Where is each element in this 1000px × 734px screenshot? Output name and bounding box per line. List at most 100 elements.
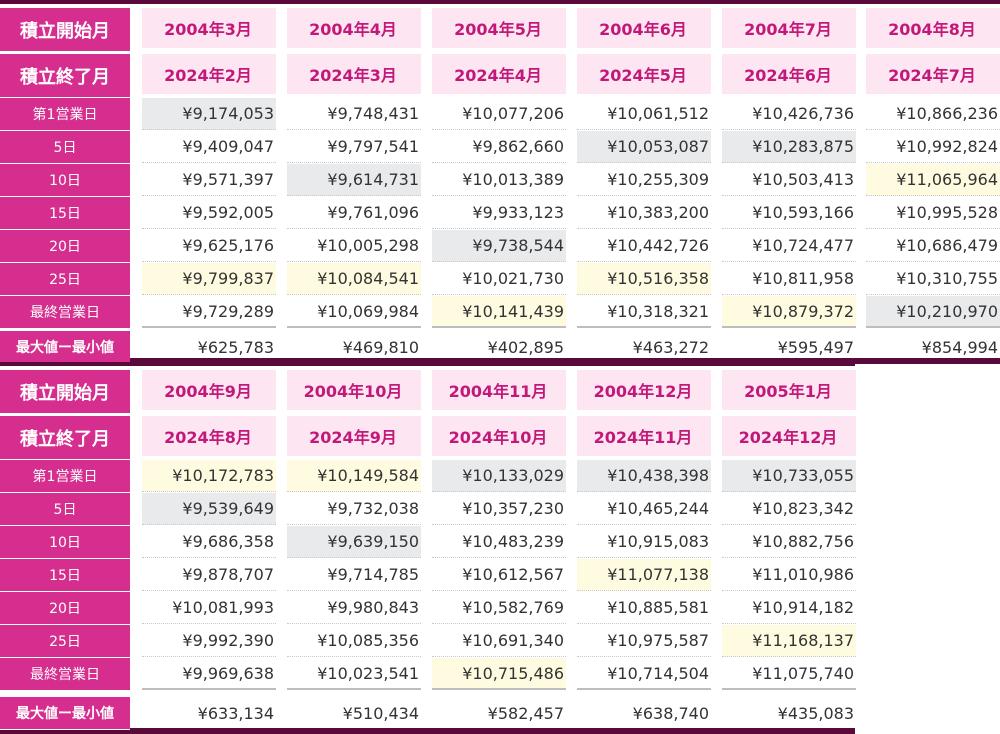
value-cell: ¥10,210,970: [866, 296, 1000, 328]
savings-table-2: 積立開始月 2004年9月 2004年10月 2004年11月 2004年12月 2005…: [0, 362, 856, 734]
value-cell: ¥10,172,783: [142, 460, 276, 492]
end-month-cell: 2024年3月: [287, 54, 421, 94]
value-cell: ¥10,283,875: [722, 131, 856, 163]
value-cell: ¥11,010,986: [722, 559, 856, 591]
start-month-cell: 2004年10月: [287, 370, 421, 410]
end-month-cell: 2024年9月: [287, 416, 421, 456]
value-cell: ¥10,013,389: [432, 164, 566, 196]
diff-cell: ¥463,272: [632, 337, 709, 357]
value-cell: ¥9,639,150: [287, 526, 421, 558]
start-month-header: 積立開始月: [0, 8, 130, 52]
day-label: 15日: [0, 559, 130, 592]
value-cell: ¥10,077,206: [432, 98, 566, 130]
end-month-cell: 2024年11月: [577, 416, 711, 456]
value-cell: ¥9,686,358: [142, 526, 276, 558]
diff-cell: ¥469,810: [342, 337, 419, 357]
day-label: 最終営業日: [0, 658, 130, 691]
value-cell: ¥10,582,769: [432, 592, 566, 624]
value-cell: ¥10,465,244: [577, 493, 711, 525]
day-label: 10日: [0, 526, 130, 559]
value-cell: ¥10,879,372: [722, 296, 856, 328]
end-month-cell: 2024年5月: [577, 54, 711, 94]
day-label: 5日: [0, 131, 130, 164]
end-month-cell: 2024年10月: [432, 416, 566, 456]
value-cell: ¥10,141,439: [432, 296, 566, 328]
start-month-cell: 2004年6月: [577, 8, 711, 48]
value-cell: ¥10,005,298: [287, 230, 421, 262]
value-cell: ¥10,885,581: [577, 592, 711, 624]
value-cell: ¥10,992,824: [866, 131, 1000, 163]
end-month-cell: 2024年2月: [142, 54, 276, 94]
value-cell: ¥9,969,638: [142, 658, 276, 690]
value-cell: ¥10,914,182: [722, 592, 856, 624]
diff-label: 最大値ー最小値: [0, 331, 130, 364]
day-label: 10日: [0, 164, 130, 197]
value-cell: ¥9,738,544: [432, 230, 566, 262]
value-cell: ¥10,882,756: [722, 526, 856, 558]
diff-cell: ¥625,783: [197, 337, 274, 357]
day-label: 20日: [0, 592, 130, 625]
value-cell: ¥10,686,479: [866, 230, 1000, 262]
value-cell: ¥9,761,096: [287, 197, 421, 229]
value-cell: ¥9,714,785: [287, 559, 421, 591]
start-month-cell: 2004年11月: [432, 370, 566, 410]
value-cell: ¥10,084,541: [287, 263, 421, 295]
value-cell: ¥10,357,230: [432, 493, 566, 525]
value-cell: ¥11,075,740: [722, 658, 856, 690]
value-cell: ¥10,714,504: [577, 658, 711, 690]
start-month-cell: 2004年12月: [577, 370, 711, 410]
end-month-header: 積立終了月: [0, 416, 130, 460]
value-cell: ¥10,053,087: [577, 131, 711, 163]
value-cell: ¥10,069,984: [287, 296, 421, 328]
value-cell: ¥9,729,289: [142, 296, 276, 328]
value-cell: ¥10,866,236: [866, 98, 1000, 130]
value-cell: ¥10,383,200: [577, 197, 711, 229]
value-cell: ¥9,571,397: [142, 164, 276, 196]
start-month-cell: 2004年7月: [722, 8, 856, 48]
value-cell: ¥9,748,431: [287, 98, 421, 130]
diff-cell: ¥854,994: [921, 337, 998, 357]
value-cell: ¥10,149,584: [287, 460, 421, 492]
value-cell: ¥10,612,567: [432, 559, 566, 591]
start-month-cell: 2004年4月: [287, 8, 421, 48]
value-cell: ¥10,715,486: [432, 658, 566, 690]
value-cell: ¥9,933,123: [432, 197, 566, 229]
value-cell: ¥10,255,309: [577, 164, 711, 196]
start-month-cell: 2004年5月: [432, 8, 566, 48]
day-label: 第1営業日: [0, 98, 130, 131]
value-cell: ¥10,023,541: [287, 658, 421, 690]
end-month-header: 積立終了月: [0, 54, 130, 98]
end-month-cell: 2024年7月: [866, 54, 1000, 94]
value-cell: ¥9,992,390: [142, 625, 276, 657]
value-cell: ¥10,811,958: [722, 263, 856, 295]
day-label: 最終営業日: [0, 296, 130, 329]
diff-cell: ¥435,083: [777, 703, 854, 723]
value-cell: ¥9,625,176: [142, 230, 276, 262]
value-cell: ¥9,614,731: [287, 164, 421, 196]
end-month-cell: 2024年12月: [722, 416, 856, 456]
value-cell: ¥10,426,736: [722, 98, 856, 130]
value-cell: ¥9,862,660: [432, 131, 566, 163]
value-cell: ¥11,077,138: [577, 559, 711, 591]
value-cell: ¥9,799,837: [142, 263, 276, 295]
value-cell: ¥10,724,477: [722, 230, 856, 262]
value-cell: ¥10,318,321: [577, 296, 711, 328]
start-month-cell: 2004年9月: [142, 370, 276, 410]
start-month-cell: 2004年3月: [142, 8, 276, 48]
end-month-cell: 2024年6月: [722, 54, 856, 94]
value-cell: ¥10,733,055: [722, 460, 856, 492]
value-cell: ¥10,021,730: [432, 263, 566, 295]
value-cell: ¥10,975,587: [577, 625, 711, 657]
value-cell: ¥9,878,707: [142, 559, 276, 591]
value-cell: ¥10,310,755: [866, 263, 1000, 295]
diff-cell: ¥595,497: [777, 337, 854, 357]
day-label: 15日: [0, 197, 130, 230]
start-month-cell: 2005年1月: [722, 370, 856, 410]
value-cell: ¥9,539,649: [142, 493, 276, 525]
value-cell: ¥9,592,005: [142, 197, 276, 229]
value-cell: ¥11,168,137: [722, 625, 856, 657]
start-month-header: 積立開始月: [0, 370, 130, 414]
value-cell: ¥10,915,083: [577, 526, 711, 558]
end-month-cell: 2024年8月: [142, 416, 276, 456]
value-cell: ¥10,691,340: [432, 625, 566, 657]
